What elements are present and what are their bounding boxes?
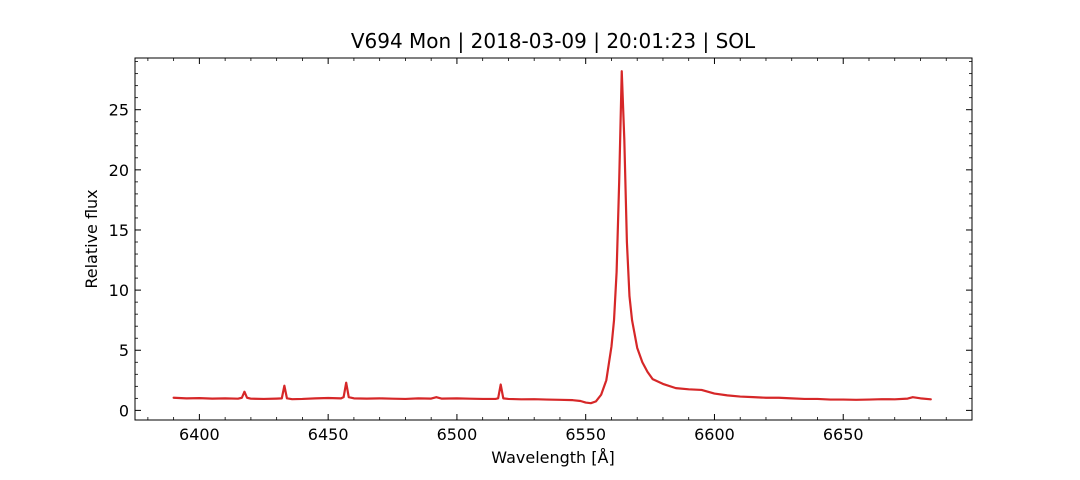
y-tick-label: 15	[109, 221, 129, 240]
y-axis-label: Relative flux	[82, 189, 101, 288]
major-ticks	[135, 58, 972, 420]
y-tick-label: 25	[109, 101, 129, 120]
chart-title: V694 Mon | 2018-03-09 | 20:01:23 | SOL	[351, 29, 756, 53]
x-tick-label: 6650	[823, 425, 864, 444]
plot-frame	[134, 57, 973, 421]
x-tick-label: 6600	[694, 425, 735, 444]
spectrum-line	[172, 70, 932, 405]
y-tick-labels: 0 5 10 15 20 25	[109, 101, 129, 421]
y-tick-label: 0	[119, 401, 129, 420]
x-tick-label: 6400	[179, 425, 220, 444]
x-tick-label: 6500	[437, 425, 478, 444]
y-tick-label: 5	[119, 341, 129, 360]
series-layer	[172, 70, 932, 405]
y-tick-label: 10	[109, 281, 129, 300]
minor-ticks	[135, 58, 973, 420]
x-tick-label: 6450	[308, 425, 349, 444]
x-axis-label: Wavelength [Å]	[491, 448, 614, 467]
y-tick-label: 20	[109, 161, 129, 180]
x-tick-labels: 6400 6450 6500 6550 6600 6650	[179, 425, 864, 444]
x-tick-label: 6550	[565, 425, 606, 444]
